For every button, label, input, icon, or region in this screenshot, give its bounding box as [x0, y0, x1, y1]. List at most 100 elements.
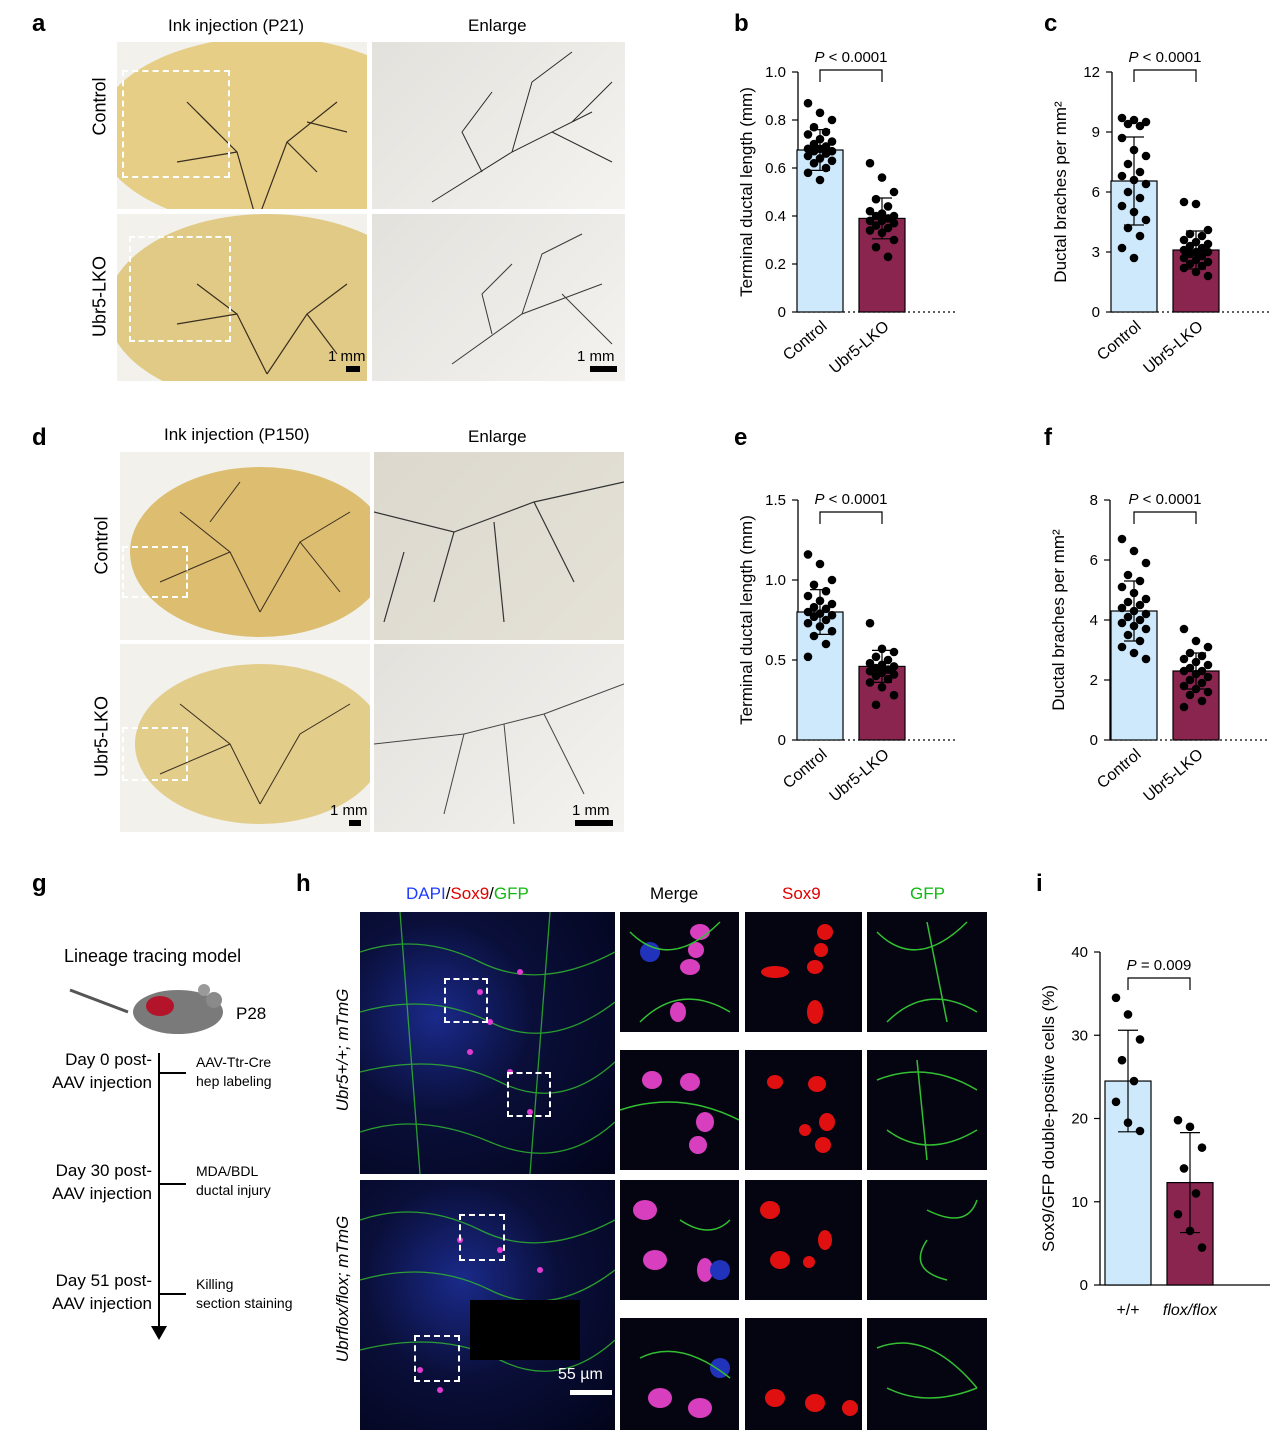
panel-i-label: i — [1036, 870, 1043, 897]
data-point — [821, 163, 831, 173]
data-point — [1179, 624, 1189, 634]
data-point — [821, 639, 831, 649]
data-point — [815, 154, 825, 163]
panel-g-title: Lineage tracing model — [64, 946, 242, 966]
tile-sox9-2 — [745, 1050, 862, 1170]
data-point — [1129, 621, 1139, 631]
data-point — [815, 134, 825, 144]
tile-merge-4 — [620, 1318, 739, 1430]
x-tick-label: Ubr5-LKO — [826, 318, 892, 377]
data-point — [1197, 261, 1207, 271]
step-day: AAV injection — [52, 1294, 152, 1313]
data-point — [865, 618, 875, 628]
enlarge-image-a-lko: 1 mm — [372, 214, 625, 381]
tile-gfp-3 — [867, 1180, 987, 1300]
data-point — [1203, 225, 1213, 235]
data-point — [1191, 1189, 1201, 1198]
zoom-box — [122, 70, 230, 178]
significance-bracket — [1127, 977, 1191, 990]
panel-d-label: d — [32, 424, 47, 451]
data-point — [1141, 594, 1151, 604]
y-tick-label: 9 — [1092, 124, 1100, 141]
liver-image-a-control — [117, 42, 367, 209]
zoom-box — [507, 1072, 551, 1117]
data-point — [827, 610, 837, 620]
x-tick-label: Control — [1094, 318, 1144, 364]
row2-genotype-label: Ubrflox/flox; mTmG — [333, 1215, 352, 1363]
scale-label: 55 µm — [558, 1366, 603, 1383]
y-axis-label: Terminal ductal length (mm) — [737, 515, 756, 725]
panel-h-label: h — [296, 870, 311, 897]
data-point — [865, 158, 875, 168]
channel-legend: DAPI/Sox9/GFP — [406, 884, 529, 904]
data-point — [1185, 648, 1195, 658]
data-point — [1179, 235, 1189, 245]
data-point — [1191, 657, 1201, 667]
data-point — [803, 652, 813, 662]
data-point — [1197, 696, 1207, 706]
data-point — [889, 235, 899, 245]
data-point — [1123, 570, 1133, 580]
significance-bracket — [819, 511, 883, 524]
scale-label: 1 mm — [328, 348, 366, 365]
x-tick-label: Ubr5-LKO — [826, 746, 892, 805]
syringe — [69, 988, 129, 1014]
scale-bar — [590, 366, 617, 372]
data-point — [889, 647, 899, 657]
data-point — [1123, 597, 1133, 607]
p-value-label: P < 0.0001 — [1129, 491, 1202, 508]
enlarge-image-a-control — [372, 42, 625, 209]
data-point — [1135, 1126, 1145, 1136]
data-point — [1135, 193, 1145, 203]
zoom-box — [444, 978, 488, 1023]
data-point — [1117, 534, 1127, 544]
significance-bracket — [1133, 69, 1197, 82]
tile-gfp-2 — [867, 1050, 987, 1170]
data-point — [827, 575, 837, 585]
data-point — [871, 700, 881, 710]
data-point — [1203, 660, 1213, 670]
panel-a-row-control: Control — [89, 77, 110, 136]
y-tick-label: 0.4 — [765, 208, 786, 225]
panel-b-label: b — [734, 10, 749, 37]
data-point — [865, 678, 875, 687]
data-point — [1129, 588, 1139, 598]
data-point — [1203, 642, 1213, 652]
data-point — [1123, 612, 1133, 622]
y-tick-label: 40 — [1071, 944, 1088, 961]
y-tick-label: 4 — [1090, 612, 1098, 629]
data-point — [1123, 119, 1133, 129]
data-point — [1141, 215, 1151, 225]
data-point — [1117, 582, 1127, 592]
data-point — [1117, 243, 1127, 253]
data-point — [827, 115, 837, 125]
x-tick-label: +/+ — [1116, 1302, 1139, 1319]
y-tick-label: 0 — [1090, 732, 1098, 749]
sox9-label: Sox9 — [450, 884, 490, 903]
panel-d-title: Ink injection (P150) — [164, 425, 310, 444]
data-point — [1197, 1143, 1207, 1152]
y-tick-label: 8 — [1090, 492, 1098, 509]
data-point — [865, 666, 875, 676]
data-point — [1123, 630, 1133, 640]
y-axis-label: Ductal braches per mm² — [1051, 101, 1070, 283]
step-day: Day 0 post- — [65, 1050, 152, 1069]
data-point — [1135, 636, 1145, 646]
y-tick-label: 0 — [1080, 1277, 1088, 1294]
data-point — [871, 242, 881, 252]
data-point — [809, 139, 819, 149]
step-day: Day 30 post- — [55, 1161, 152, 1180]
x-tick-label: Ubr5-LKO — [1140, 318, 1206, 377]
panel-a-enlarge: Enlarge — [468, 16, 527, 35]
data-point — [1191, 636, 1201, 646]
data-point — [1129, 175, 1139, 185]
data-point — [883, 655, 893, 665]
panel-f-label: f — [1044, 424, 1052, 451]
data-point — [1129, 207, 1139, 217]
tile-sox9-3 — [745, 1180, 862, 1300]
data-point — [1197, 231, 1207, 241]
data-point — [1179, 681, 1189, 691]
zoom-box — [122, 727, 188, 781]
tile-merge-3 — [620, 1180, 739, 1300]
scale-bar — [349, 820, 361, 826]
